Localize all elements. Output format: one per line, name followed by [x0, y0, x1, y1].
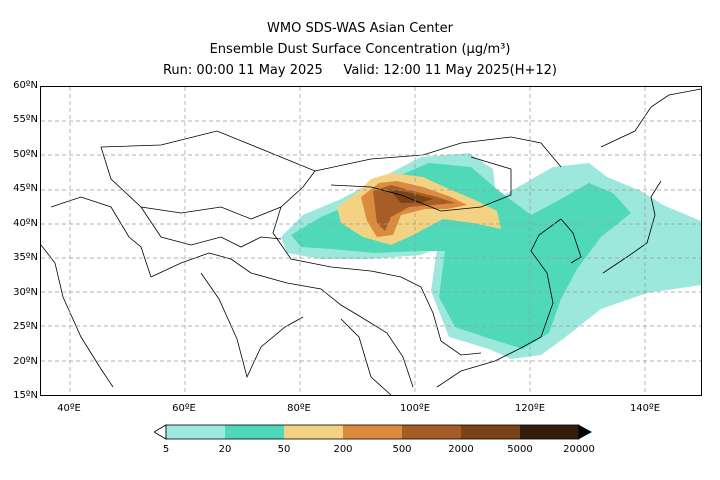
colorbar-bin-7	[520, 425, 579, 439]
coastline-east-china	[530, 218, 562, 338]
colorbar-bin-5	[402, 425, 461, 439]
coastline-arabia	[41, 244, 114, 388]
coastline-india	[200, 272, 304, 379]
lat-label-15n: 15ºN	[13, 390, 38, 401]
map-canvas	[41, 87, 701, 395]
lat-label-45n: 45ºN	[13, 183, 38, 194]
dust-shading	[281, 153, 701, 359]
title-center-name: WMO SDS-WAS Asian Center	[267, 21, 453, 36]
colorbar-label-500: 500	[392, 444, 412, 455]
lat-label-50n: 50ºN	[13, 149, 38, 160]
title-run-valid: Run: 00:00 11 May 2025 Valid: 12:00 11 M…	[162, 63, 558, 78]
coastline-south-china	[436, 336, 542, 388]
border-south-asia	[250, 272, 362, 318]
lon-label-60e: 60ºE	[172, 403, 196, 414]
colorbar-bin-6	[461, 425, 520, 439]
border-central-asia	[140, 206, 282, 248]
colorbar-label-20: 20	[218, 444, 232, 455]
lat-label-30n: 30ºN	[13, 287, 38, 298]
title-variable: Ensemble Dust Surface Concentration (μg/…	[209, 42, 511, 57]
border-china-south	[420, 286, 482, 356]
colorbar-label-50: 50	[277, 444, 291, 455]
lon-label-140e: 140ºE	[629, 403, 661, 414]
colorbar-label-5000: 5000	[507, 444, 533, 455]
lon-label-80e: 80ºE	[287, 403, 311, 414]
border-afghanistan-pakistan	[150, 252, 252, 278]
lat-label-35n: 35ºN	[13, 252, 38, 263]
coastline-indochina	[340, 318, 392, 395]
lat-label-60n: 60ºN	[13, 80, 38, 91]
border-china-west	[272, 206, 422, 288]
border-russia-south	[100, 130, 562, 172]
colorbar-bin-1	[166, 425, 225, 439]
lat-label-25n: 25ºN	[13, 321, 38, 332]
colorbar-extend-high	[579, 425, 592, 439]
boundaries	[41, 88, 701, 395]
border-mongolia	[330, 156, 512, 212]
lon-label-120e: 120ºE	[514, 403, 546, 414]
graticule	[41, 87, 701, 395]
colorbar-label-2000: 2000	[448, 444, 474, 455]
dust-band-500-2000	[373, 185, 455, 231]
border-southeast-asia	[360, 316, 414, 388]
lat-label-55n: 55ºN	[13, 114, 38, 125]
map-title: WMO SDS-WAS Asian Center Ensemble Dust S…	[0, 18, 720, 81]
coastline-russia-east	[600, 88, 701, 148]
border-kazakhstan	[100, 146, 316, 220]
colorbar-outline	[165, 424, 580, 440]
colorbar-extend-low	[154, 424, 167, 440]
lat-label-40n: 40ºN	[13, 218, 38, 229]
coastline-korea	[560, 218, 582, 264]
colorbar-bin-2	[225, 425, 284, 439]
dust-band-2000-5000	[389, 189, 433, 203]
dust-concentration-map	[40, 86, 702, 396]
colorbar-label-5: 5	[162, 444, 170, 455]
border-iran	[50, 196, 152, 278]
colorbar-label-20000: 20000	[563, 444, 595, 455]
coastline-japan	[602, 180, 662, 274]
lat-label-20n: 20ºN	[13, 356, 38, 367]
lon-label-100e: 100ºE	[399, 403, 431, 414]
colorbar	[154, 424, 592, 440]
colorbar-bin-4	[343, 425, 402, 439]
colorbar-label-200: 200	[333, 444, 353, 455]
colorbar-bin-3	[284, 425, 343, 439]
lon-label-40e: 40ºE	[57, 403, 81, 414]
